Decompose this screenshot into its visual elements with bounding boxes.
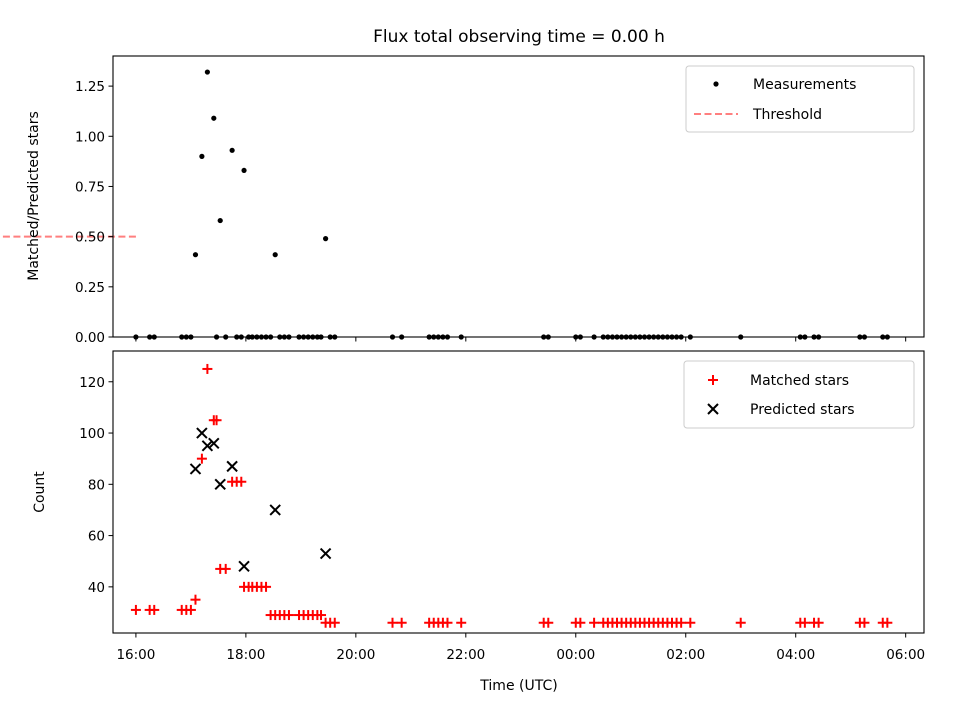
measurement-point — [229, 147, 235, 153]
x-tick-label: 16:00 — [116, 647, 155, 663]
bottom-axes-frame — [112, 350, 925, 634]
matched-star-point — [676, 617, 687, 628]
bottom-y-axis-label: Count — [32, 471, 48, 513]
predicted-star-point — [208, 437, 220, 449]
matched-star-point — [211, 415, 222, 426]
measurement-point — [204, 69, 210, 75]
matched-star-point — [575, 617, 586, 628]
top-y-tick-label: 1.00 — [75, 129, 105, 145]
matched-star-point — [882, 617, 893, 628]
top-y-axis-label: Matched/Predicted stars — [26, 111, 42, 281]
matched-star-point — [396, 617, 407, 628]
bottom-legend: Matched stars Predicted stars — [683, 360, 915, 429]
measurement-point — [217, 217, 223, 224]
bottom-panel: 40 60 80 100 120 16:00 18:00 20:00 22:00 00:00 02… — [32, 350, 925, 694]
top-y-tick-label: 0.50 — [75, 230, 105, 246]
matched-star-point — [685, 617, 696, 628]
legend-matched-label: Matched stars — [750, 373, 849, 389]
top-axes-frame — [112, 55, 925, 338]
bottom-y-tick-label: 60 — [88, 529, 105, 545]
matched-star-point — [202, 363, 213, 374]
x-tick-label: 04:00 — [776, 647, 815, 663]
bottom-y-tick-label: 120 — [79, 375, 105, 391]
matched-star-point — [813, 617, 824, 628]
bottom-y-tick-label: 40 — [88, 580, 105, 596]
matched-star-point — [387, 617, 398, 628]
matched-star-point — [543, 617, 554, 628]
matched-star-point — [130, 604, 141, 615]
top-y-tick-label: 0.00 — [75, 330, 105, 346]
matched-star-point — [220, 563, 231, 574]
top-marks — [0, 69, 890, 340]
matched-star-point — [442, 617, 453, 628]
legend-measurements-marker — [713, 81, 719, 87]
measurement-point — [272, 252, 278, 258]
top-panel: 0.00 0.25 0.50 0.75 1.00 1.25 Matched/Predict… — [0, 55, 925, 346]
legend-measurements-label: Measurements — [753, 77, 856, 93]
matched-star-point — [329, 617, 340, 628]
top-y-tick-label: 0.25 — [75, 280, 105, 296]
predicted-star-point — [319, 547, 332, 560]
predicted-star-point — [196, 427, 208, 439]
x-tick-label: 00:00 — [556, 647, 595, 663]
top-y-ticks: 0.00 0.25 0.50 0.75 1.00 1.25 — [75, 79, 113, 346]
matched-star-point — [735, 617, 746, 628]
matched-star-point — [799, 617, 810, 628]
measurement-point — [323, 236, 329, 242]
x-tick-label: 18:00 — [226, 647, 265, 663]
top-legend: Measurements Threshold — [685, 65, 915, 133]
x-tick-label: 20:00 — [336, 647, 375, 663]
legend-matched-marker — [708, 375, 718, 385]
bottom-y-ticks: 40 60 80 100 120 — [79, 375, 113, 596]
x-tick-label: 02:00 — [666, 647, 705, 663]
matched-star-point — [236, 476, 247, 487]
measurement-point — [211, 115, 217, 121]
bottom-legend-box — [683, 360, 915, 429]
matched-star-point — [859, 617, 870, 628]
matched-star-point — [456, 617, 467, 628]
predicted-star-point — [189, 463, 202, 475]
matched-star-point — [316, 610, 327, 621]
legend-threshold-label: Threshold — [752, 107, 822, 123]
measurement-point — [199, 153, 205, 159]
matched-star-point — [196, 453, 207, 464]
matched-star-point — [283, 610, 294, 621]
matched-star-point — [589, 617, 600, 628]
legend-predicted-label: Predicted stars — [750, 402, 855, 418]
matched-star-point — [185, 604, 196, 615]
predicted-star-point — [269, 504, 281, 516]
top-legend-box — [685, 65, 915, 133]
top-y-tick-label: 1.25 — [75, 79, 105, 95]
top-x-ticks — [135, 337, 907, 342]
predicted-star-point — [214, 478, 226, 491]
x-tick-label: 06:00 — [886, 647, 925, 663]
matched-star-point — [190, 594, 201, 605]
top-y-tick-label: 0.75 — [75, 179, 105, 195]
bottom-x-ticks: 16:00 18:00 20:00 22:00 00:00 02:00 04:00 06:00 — [116, 633, 925, 663]
x-tick-label: 22:00 — [446, 647, 485, 663]
chart-title: Flux total observing time = 0.00 h — [373, 27, 665, 47]
matched-star-point — [149, 604, 160, 615]
bottom-y-tick-label: 80 — [88, 477, 105, 493]
predicted-star-point — [238, 560, 250, 573]
x-axis-label: Time (UTC) — [479, 678, 557, 694]
matched-star-point — [261, 581, 272, 592]
legend-predicted-marker — [707, 403, 719, 415]
predicted-star-point — [201, 440, 214, 452]
bottom-marks — [130, 363, 893, 628]
bottom-y-tick-label: 100 — [79, 426, 105, 442]
predicted-star-point — [226, 460, 238, 473]
measurement-point — [192, 252, 199, 258]
measurement-point — [241, 167, 247, 174]
